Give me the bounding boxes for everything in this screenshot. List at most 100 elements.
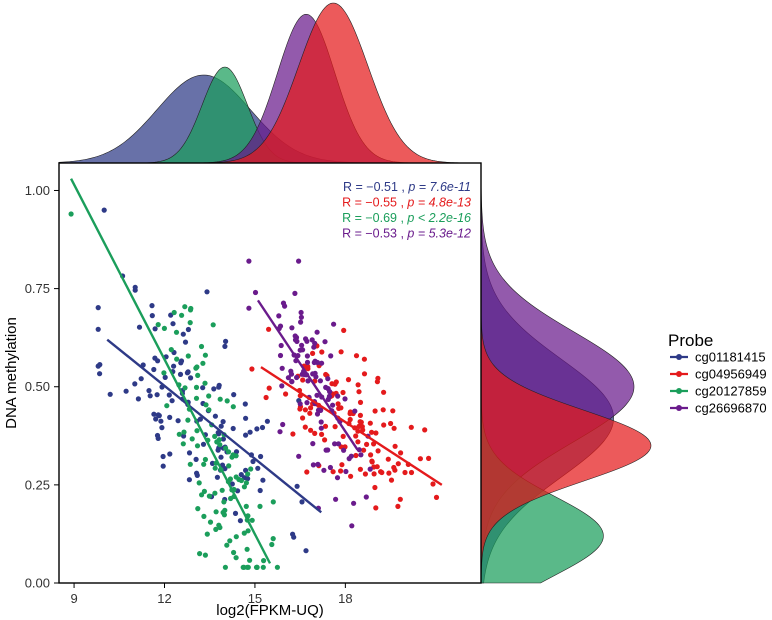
legend-item-cg01181415: cg01181415 [670,350,766,365]
point-cg01181415 [218,423,224,429]
point-cg01181415 [209,460,216,466]
point-cg26696870 [278,342,284,349]
point-cg04956949 [422,427,428,433]
point-cg04956949 [322,423,329,429]
point-cg20127859 [245,471,251,477]
point-cg26696870 [246,258,252,264]
point-cg26696870 [297,401,303,407]
point-cg20127859 [176,431,182,437]
legend-item-cg20127859: cg20127859 [670,384,767,399]
point-cg01181415 [264,418,270,424]
point-cg01181415 [229,481,235,487]
point-cg20127859 [212,433,218,439]
point-cg04956949 [348,473,354,479]
point-cg01181415 [255,465,261,471]
points-layer [68,207,440,570]
point-cg01181415 [182,339,189,345]
point-cg26696870 [304,400,310,406]
point-cg04956949 [338,349,344,355]
point-cg26696870 [351,500,357,506]
point-cg20127859 [219,487,225,493]
point-cg01181415 [158,418,164,424]
annotation-block: R = −0.51 , p = 7.6e-11 R = −0.55 , p = 4… [342,180,471,241]
point-cg20127859 [224,542,230,548]
point-cg01181415 [97,362,103,368]
point-cg26696870 [334,475,341,481]
point-cg01181415 [222,343,228,349]
fit-line-cg20127859 [69,178,272,564]
point-cg26696870 [341,447,347,453]
point-cg20127859 [188,305,194,312]
point-cg04956949 [347,409,353,415]
legend-item-cg26696870: cg26696870 [670,401,767,416]
point-cg20127859 [193,395,200,401]
point-cg26696870 [318,419,324,425]
point-cg04956949 [375,448,381,454]
point-cg01181415 [243,432,249,438]
point-cg04956949 [266,326,272,332]
x-tick-label: 12 [157,591,171,606]
point-cg01181415 [220,436,226,442]
point-cg04956949 [332,424,338,430]
point-cg01181415 [197,416,203,422]
point-cg01181415 [220,419,226,425]
point-cg26696870 [246,305,252,311]
point-cg26696870 [335,441,342,447]
point-cg20127859 [200,360,206,366]
point-cg04956949 [397,496,403,502]
point-cg20127859 [270,499,276,505]
point-cg04956949 [340,389,346,396]
x-tick-label: 15 [248,591,262,606]
point-cg01181415 [155,358,161,364]
point-cg26696870 [303,336,309,342]
annotation-cg26696870: R = −0.53 , p = 5.3e-12 [342,227,471,241]
point-cg04956949 [340,433,346,439]
point-cg20127859 [210,322,216,328]
point-cg04956949 [364,441,370,447]
point-cg01181415 [211,386,217,392]
point-cg26696870 [312,340,318,346]
point-cg20127859 [180,441,186,447]
y-tick-label: 0.25 [25,477,50,492]
point-cg04956949 [312,430,318,436]
point-cg26696870 [319,360,325,366]
point-cg01181415 [149,313,155,319]
point-cg01181415 [136,324,143,330]
point-cg04956949 [336,405,342,411]
right-density-panel [480,162,652,584]
legend-key-point [676,405,682,411]
point-cg20127859 [225,449,232,455]
point-cg26696870 [321,467,327,473]
point-cg04956949 [319,349,325,355]
point-cg26696870 [314,392,320,398]
point-cg04956949 [395,503,401,509]
point-cg01181415 [177,371,184,377]
x-axis: 9 12 15 18 [70,583,353,606]
point-cg26696870 [343,468,349,475]
point-cg01181415 [132,287,138,293]
point-cg04956949 [355,382,361,388]
point-cg01181415 [152,326,158,332]
point-cg20127859 [195,372,201,378]
point-cg26696870 [349,523,355,529]
point-cg26696870 [277,352,284,359]
point-cg01181415 [170,321,176,327]
point-cg26696870 [289,379,295,385]
point-cg04956949 [266,385,272,391]
point-cg26696870 [304,353,310,359]
point-cg01181415 [214,474,220,480]
point-cg04956949 [395,461,401,467]
point-cg04956949 [430,481,436,487]
point-cg04956949 [332,381,338,387]
point-cg01181415 [186,477,192,483]
point-cg20127859 [207,519,214,525]
point-cg01181415 [160,453,166,460]
point-cg20127859 [257,503,263,509]
point-cg01181415 [188,375,194,381]
point-cg04956949 [300,415,306,421]
point-cg04956949 [417,456,423,462]
point-cg01181415 [101,207,107,213]
legend-label: cg04956949 [695,367,767,382]
point-cg01181415 [245,476,251,482]
point-cg04956949 [372,408,378,414]
